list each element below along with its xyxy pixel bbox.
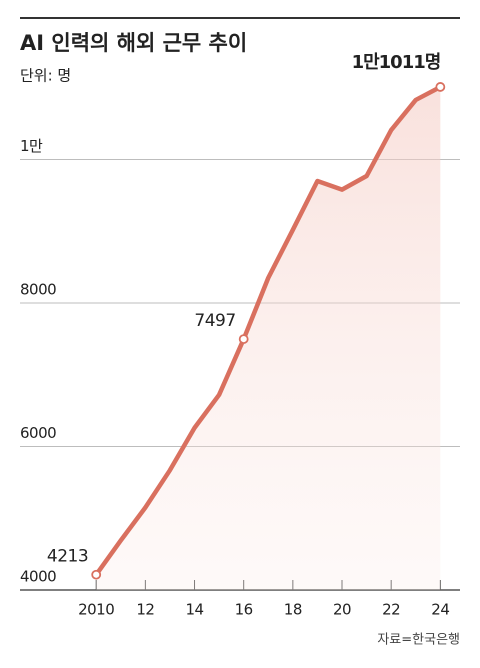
x-tick-label: 12 bbox=[136, 601, 154, 619]
area bbox=[96, 86, 441, 590]
data-label: 1만1011명 bbox=[352, 52, 441, 73]
data-label: 7497 bbox=[194, 311, 235, 331]
y-tick-label: 8000 bbox=[20, 281, 56, 299]
x-tick-label: 22 bbox=[382, 601, 400, 619]
x-tick-label: 24 bbox=[431, 601, 449, 619]
point-marker bbox=[91, 569, 102, 580]
x-tick-label: 20 bbox=[333, 601, 351, 619]
x-tick-label: 16 bbox=[235, 601, 253, 619]
point-marker bbox=[435, 82, 446, 92]
y-tick-label: 6000 bbox=[20, 424, 56, 442]
subtitle: 단위: 명 bbox=[20, 67, 71, 85]
chart-title: AI 인력의 해외 근무 추이 bbox=[20, 31, 247, 55]
data-label: 4213 bbox=[47, 547, 88, 567]
line bbox=[93, 84, 443, 577]
y-tick-label: 1만 bbox=[20, 137, 43, 155]
x-tick-label: 2010 bbox=[78, 601, 114, 619]
x-tick-label: 18 bbox=[284, 601, 302, 619]
source: 자료=한국은행 bbox=[377, 632, 460, 648]
point-marker bbox=[238, 334, 249, 344]
y-tick-label: 4000 bbox=[20, 568, 56, 586]
x-tick-label: 14 bbox=[185, 601, 203, 619]
